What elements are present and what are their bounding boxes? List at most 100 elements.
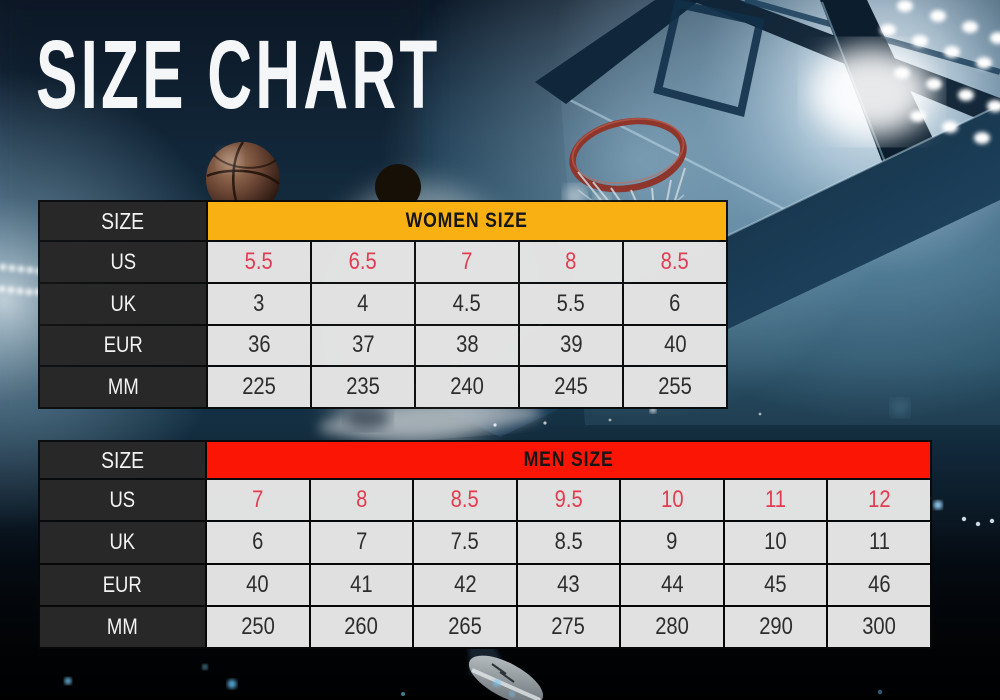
women-uk-cell: 5.5 <box>520 283 622 324</box>
row-label-text: US <box>110 248 136 274</box>
size-value: 39 <box>559 331 583 359</box>
women-eur-cell: 38 <box>416 325 518 366</box>
men-eur-cell: 45 <box>724 564 827 605</box>
men-uk-cell: 7 <box>310 522 413 563</box>
men-mm-cell: 300 <box>828 606 930 647</box>
size-value: 10 <box>764 528 787 556</box>
men-corner-cell: SIZE <box>40 442 205 478</box>
men-row-label-us: US <box>40 480 205 521</box>
men-eur-cell: 42 <box>414 564 516 605</box>
size-value: 11 <box>765 486 787 514</box>
women-size-header: WOMEN SIZE <box>208 202 726 240</box>
men-uk-cell: 9 <box>621 522 723 563</box>
women-row-label-us: US <box>40 242 206 282</box>
size-value: 44 <box>660 570 684 598</box>
size-value: 40 <box>246 570 269 598</box>
size-value: 43 <box>557 570 580 598</box>
women-mm-cell: 235 <box>312 367 414 407</box>
size-value: 37 <box>351 331 375 359</box>
men-us-cell: 9.5 <box>517 480 620 521</box>
size-value: 8.5 <box>450 486 479 514</box>
men-mm-cell: 280 <box>621 606 723 647</box>
row-label-text: MM <box>107 374 139 400</box>
women-row-label-eur: EUR <box>40 325 206 366</box>
women-uk-cell: 4.5 <box>416 283 518 324</box>
size-value: 3 <box>253 289 265 317</box>
page-title: SIZE CHART <box>36 20 441 129</box>
women-row-label-uk: UK <box>40 283 206 324</box>
men-uk-cell: 7.5 <box>414 522 516 563</box>
women-size-header-label: WOMEN SIZE <box>405 209 529 232</box>
size-value: 7 <box>461 247 473 275</box>
size-value: 300 <box>862 612 897 640</box>
men-mm-cell: 260 <box>310 606 413 647</box>
stadium-lights-top-right <box>810 0 1000 144</box>
size-value: 8 <box>355 486 367 514</box>
women-mm-cell: 225 <box>208 367 310 407</box>
men-eur-cell: 41 <box>310 564 413 605</box>
women-us-cell: 5.5 <box>208 242 310 282</box>
size-value: 4.5 <box>452 289 482 317</box>
size-value: 10 <box>660 486 684 514</box>
size-value: 260 <box>344 612 379 640</box>
men-size-header-label: MEN SIZE <box>523 448 614 471</box>
men-uk-cell: 6 <box>207 522 309 563</box>
women-us-cell: 8 <box>520 242 622 282</box>
men-us-cell: 10 <box>621 480 723 521</box>
men-mm-cell: 265 <box>414 606 516 647</box>
size-value: 38 <box>455 331 479 359</box>
size-value: 6 <box>252 528 264 556</box>
women-corner-label: SIZE <box>101 207 145 234</box>
men-mm-cell: 275 <box>517 606 620 647</box>
shoe-graphic <box>468 640 544 700</box>
size-value: 245 <box>554 373 588 401</box>
men-mm-cell: 250 <box>207 606 309 647</box>
size-value: 45 <box>764 570 787 598</box>
size-value: 8 <box>565 247 577 275</box>
row-label-text: UK <box>109 529 136 555</box>
size-value: 7.5 <box>450 528 479 556</box>
size-value: 8.5 <box>554 528 583 556</box>
size-value: 9.5 <box>554 486 583 514</box>
men-row-label-eur: EUR <box>40 564 205 605</box>
women-us-cell: 8.5 <box>624 242 726 282</box>
size-value: 280 <box>655 612 689 640</box>
women-eur-cell: 40 <box>624 325 726 366</box>
size-value: 7 <box>252 486 264 514</box>
women-corner-cell: SIZE <box>40 202 206 240</box>
men-size-header: MEN SIZE <box>207 442 930 478</box>
size-value: 225 <box>242 373 276 401</box>
size-value: 235 <box>346 373 380 401</box>
women-eur-cell: 37 <box>312 325 414 366</box>
women-mm-cell: 245 <box>520 367 622 407</box>
size-value: 5.5 <box>556 289 586 317</box>
women-uk-cell: 6 <box>624 283 726 324</box>
size-value: 6 <box>669 289 681 317</box>
row-label-text: US <box>109 487 136 513</box>
men-us-cell: 7 <box>207 480 309 521</box>
men-eur-cell: 44 <box>621 564 723 605</box>
men-us-cell: 8 <box>310 480 413 521</box>
men-us-cell: 11 <box>724 480 827 521</box>
men-mm-cell: 290 <box>724 606 827 647</box>
women-size-table: SIZE WOMEN SIZE US 5.5 6.5 7 8 8.5 UK 3 … <box>38 200 728 409</box>
men-corner-label: SIZE <box>101 446 144 473</box>
size-value: 265 <box>448 612 482 640</box>
women-eur-cell: 36 <box>208 325 310 366</box>
men-us-cell: 8.5 <box>414 480 516 521</box>
men-row-label-mm: MM <box>40 606 205 647</box>
men-size-table: SIZE MEN SIZE US 7 8 8.5 9.5 10 11 12 UK… <box>38 440 932 649</box>
women-uk-cell: 4 <box>312 283 414 324</box>
size-value: 42 <box>453 570 477 598</box>
men-uk-cell: 8.5 <box>517 522 620 563</box>
row-label-text: UK <box>110 290 136 316</box>
men-eur-cell: 46 <box>828 564 930 605</box>
men-eur-cell: 43 <box>517 564 620 605</box>
women-eur-cell: 39 <box>520 325 622 366</box>
size-value: 290 <box>758 612 793 640</box>
size-value: 8.5 <box>660 247 690 275</box>
size-value: 12 <box>867 486 891 514</box>
size-value: 7 <box>355 528 367 556</box>
men-uk-cell: 11 <box>828 522 930 563</box>
